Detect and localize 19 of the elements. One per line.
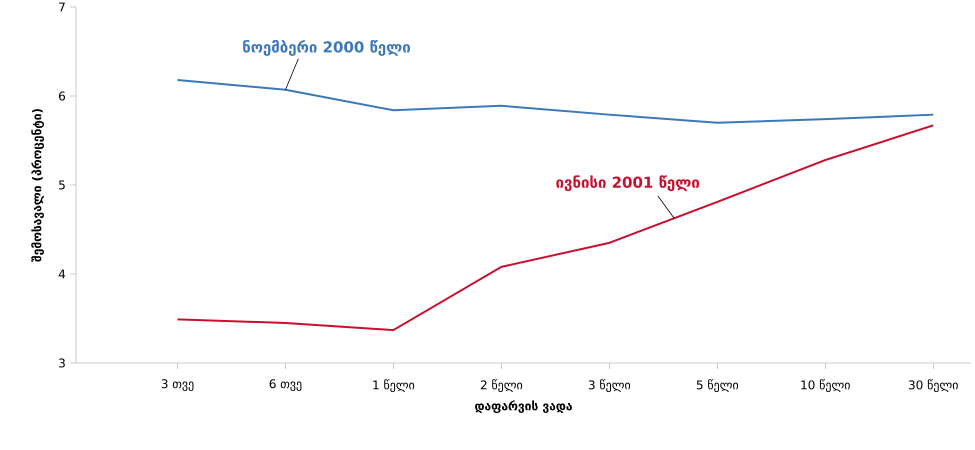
x-tick-label: 1 წელი [373, 379, 414, 392]
x-tick-label: 30 წელი [908, 379, 958, 392]
series-label: ნოემბერი 2000 წელი [243, 40, 410, 56]
x-tick-label: 5 წელი [696, 379, 738, 392]
x-tick-label: 3 თვე [162, 379, 194, 391]
y-tick-label: 5 [59, 180, 65, 190]
y-tick-label: 3 [59, 358, 65, 368]
x-tick-label: 10 წელი [801, 379, 850, 392]
x-tick-label: 3 წელი [588, 379, 630, 392]
y-tick-label: 6 [59, 91, 66, 101]
line-series [176, 124, 934, 332]
y-axis-title: შემოსავალი (პროცენტი) [31, 109, 44, 262]
x-tick-label: 6 თვე [270, 379, 302, 391]
line-series [176, 78, 934, 124]
series-label: ივნისი 2001 წელი [556, 175, 700, 192]
x-axis-title: დაფარვის ვადა [475, 400, 572, 414]
x-tick-label: 2 წელი [480, 379, 522, 392]
y-tick-label: 4 [58, 270, 66, 278]
y-tick-label: 7 [59, 2, 65, 12]
